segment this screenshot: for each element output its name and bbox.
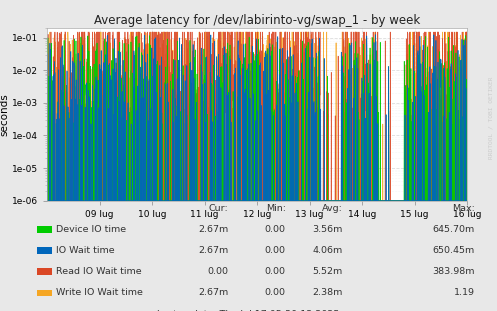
Text: 2.38m: 2.38m <box>313 289 343 297</box>
Text: IO Wait time: IO Wait time <box>56 246 115 255</box>
Text: Cur:: Cur: <box>209 204 229 213</box>
Text: 0.00: 0.00 <box>265 289 286 297</box>
Text: 0.00: 0.00 <box>265 225 286 234</box>
Text: 650.45m: 650.45m <box>432 246 475 255</box>
Text: 5.52m: 5.52m <box>313 267 343 276</box>
Text: Avg:: Avg: <box>322 204 343 213</box>
Text: Min:: Min: <box>266 204 286 213</box>
Text: RRDTOOL / TOBI OETIKER: RRDTOOL / TOBI OETIKER <box>489 77 494 160</box>
Text: 383.98m: 383.98m <box>432 267 475 276</box>
Text: 0.00: 0.00 <box>265 246 286 255</box>
Text: Read IO Wait time: Read IO Wait time <box>56 267 142 276</box>
Text: 3.56m: 3.56m <box>313 225 343 234</box>
Text: 0.00: 0.00 <box>265 267 286 276</box>
Y-axis label: seconds: seconds <box>0 93 9 136</box>
Text: 1.19: 1.19 <box>454 289 475 297</box>
Text: 2.67m: 2.67m <box>198 246 229 255</box>
Text: 2.67m: 2.67m <box>198 225 229 234</box>
Text: 645.70m: 645.70m <box>432 225 475 234</box>
Text: 4.06m: 4.06m <box>313 246 343 255</box>
Text: Max:: Max: <box>452 204 475 213</box>
Text: 0.00: 0.00 <box>208 267 229 276</box>
Text: Device IO time: Device IO time <box>56 225 126 234</box>
Title: Average latency for /dev/labirinto-vg/swap_1 - by week: Average latency for /dev/labirinto-vg/sw… <box>94 14 420 27</box>
Text: Write IO Wait time: Write IO Wait time <box>56 289 143 297</box>
Text: 2.67m: 2.67m <box>198 289 229 297</box>
Text: Last update: Thu Jul 17 05:30:12 2025: Last update: Thu Jul 17 05:30:12 2025 <box>158 310 339 311</box>
